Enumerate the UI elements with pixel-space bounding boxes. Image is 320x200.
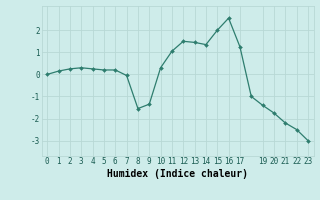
X-axis label: Humidex (Indice chaleur): Humidex (Indice chaleur) [107,169,248,179]
